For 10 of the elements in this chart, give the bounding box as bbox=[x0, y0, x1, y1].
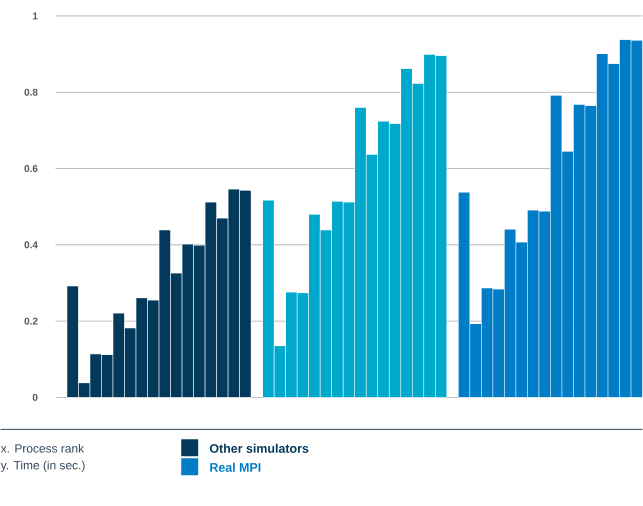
y-tick-label: 0 bbox=[32, 394, 38, 401]
text: y. Time (in sec.) bbox=[0, 460, 85, 472]
y-tick-label: 0.2 bbox=[24, 317, 38, 325]
legend-label: Real MPI bbox=[210, 462, 260, 472]
y-tick-label: 0.6 bbox=[24, 164, 38, 172]
y-tick-label: 0.4 bbox=[24, 241, 38, 248]
text: x. Process rank bbox=[0, 444, 84, 453]
y-tick-label: 0.8 bbox=[24, 88, 38, 96]
legend-label: Other simulators bbox=[210, 444, 308, 453]
y-tick-label: 1 bbox=[33, 12, 38, 20]
